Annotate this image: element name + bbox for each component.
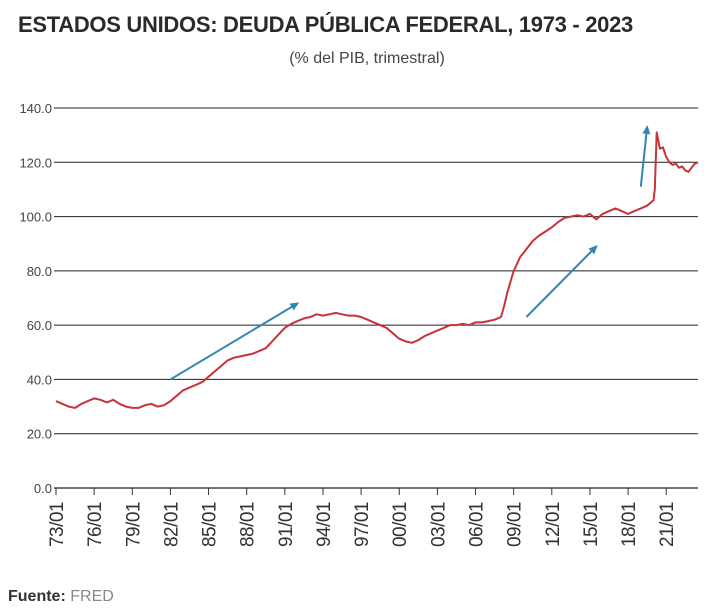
trend-arrow — [525, 245, 598, 318]
trend-arrow — [639, 125, 651, 187]
x-tick-label: 76/01 — [85, 502, 106, 547]
y-tick-label: 20.0 — [27, 427, 52, 442]
trend-arrow — [169, 302, 300, 381]
x-tick-label: 12/01 — [543, 502, 564, 547]
y-axis-ticks: 0.0 20.0 40.0 60.0 80.0 100.0 120.0 140.0 — [19, 101, 52, 496]
x-axis-ticks: 73/01 76/01 79/01 82/01 85/01 88/01 91/01 94/01… — [47, 488, 678, 547]
series — [55, 131, 699, 409]
x-tick-label: 15/01 — [581, 502, 602, 547]
y-tick-label: 80.0 — [27, 264, 52, 279]
x-tick-label: 21/01 — [657, 502, 678, 547]
y-tick-label: 100.0 — [19, 210, 52, 225]
chart-subtitle: (% del PIB, trimestral) — [289, 50, 445, 67]
y-tick-label: 40.0 — [27, 372, 52, 387]
trend-arrows — [169, 125, 651, 381]
y-tick-label: 0.0 — [34, 481, 52, 496]
x-tick-label: 00/01 — [390, 502, 411, 547]
x-tick-label: 18/01 — [619, 502, 640, 547]
y-tick-label: 60.0 — [27, 318, 52, 333]
x-tick-label: 97/01 — [352, 502, 373, 547]
grid-lines — [54, 107, 698, 489]
chart-title: ESTADOS UNIDOS: DEUDA PÚBLICA FEDERAL, 1… — [18, 12, 633, 37]
source-value: FRED — [70, 588, 114, 605]
y-tick-label: 140.0 — [19, 101, 52, 116]
x-tick-label: 09/01 — [505, 502, 526, 547]
x-tick-label: 79/01 — [123, 502, 144, 547]
source-note: Fuente: FRED — [8, 588, 114, 606]
x-tick-label: 85/01 — [200, 502, 221, 547]
x-tick-label: 88/01 — [238, 502, 259, 547]
x-tick-label: 82/01 — [161, 502, 182, 547]
x-tick-label: 06/01 — [467, 502, 488, 547]
x-tick-label: 94/01 — [314, 502, 335, 547]
source-label: Fuente: — [8, 588, 66, 605]
series-line — [55, 131, 699, 409]
x-tick-label: 03/01 — [428, 502, 449, 547]
y-tick-label: 120.0 — [19, 155, 52, 170]
x-tick-label: 91/01 — [276, 502, 297, 547]
x-tick-label: 73/01 — [47, 502, 68, 547]
